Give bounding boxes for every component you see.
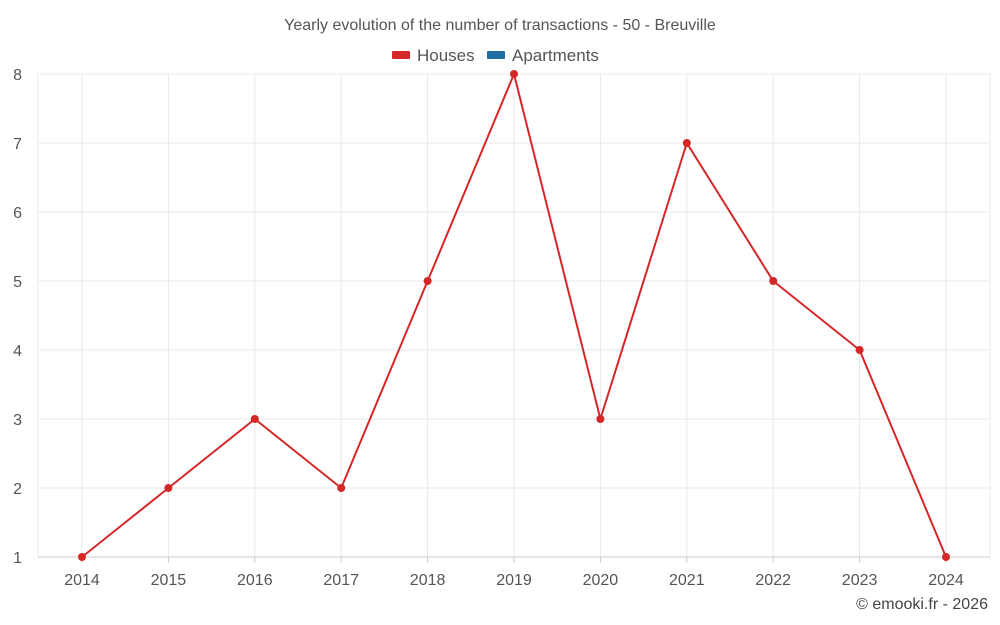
x-tick-label: 2024: [928, 572, 964, 589]
data-point-houses[interactable]: [78, 553, 86, 561]
plot-series: [78, 70, 950, 561]
x-axis-ticks: 2014 2015 2016 2017 2018 2019 2020 2021 2022 2023…: [64, 557, 964, 589]
x-tick-label: 2021: [669, 572, 705, 589]
chart-title: Yearly evolution of the number of transa…: [284, 17, 716, 34]
credit-text: © emooki.fr - 2026: [856, 596, 988, 613]
data-point-houses[interactable]: [164, 484, 173, 492]
y-tick-label: 2: [13, 481, 22, 498]
y-axis-ticks: 1 2 3 4 5 6 7 8: [13, 67, 22, 567]
y-tick-label: 4: [13, 343, 22, 360]
y-tick-label: 5: [13, 274, 22, 291]
data-point-houses[interactable]: [855, 346, 864, 354]
y-tick-label: 7: [13, 136, 22, 153]
y-tick-label: 3: [13, 412, 22, 429]
data-point-houses[interactable]: [942, 553, 950, 561]
y-tick-label: 6: [13, 205, 22, 222]
data-point-houses[interactable]: [423, 277, 432, 285]
data-point-houses[interactable]: [596, 415, 605, 423]
legend-item-apartments[interactable]: Apartments: [487, 46, 599, 65]
data-point-houses[interactable]: [250, 415, 259, 423]
x-tick-label: 2018: [410, 572, 446, 589]
y-tick-label: 8: [13, 67, 22, 84]
x-gridlines: [37, 74, 991, 557]
x-tick-label: 2014: [64, 572, 100, 589]
legend-swatch-apartments: [487, 51, 505, 59]
legend: Houses Apartments: [392, 46, 599, 65]
y-tick-label: 1: [13, 550, 22, 567]
x-tick-label: 2016: [237, 572, 273, 589]
legend-label-houses: Houses: [417, 46, 475, 65]
data-point-houses[interactable]: [337, 484, 346, 492]
data-point-houses[interactable]: [510, 70, 518, 78]
x-tick-label: 2023: [842, 572, 878, 589]
x-tick-label: 2015: [151, 572, 187, 589]
x-tick-label: 2022: [755, 572, 791, 589]
legend-swatch-houses: [392, 51, 410, 59]
data-point-houses[interactable]: [769, 277, 778, 285]
x-tick-label: 2019: [496, 572, 532, 589]
x-tick-label: 2017: [323, 572, 359, 589]
legend-item-houses[interactable]: Houses: [392, 46, 475, 65]
legend-label-apartments: Apartments: [512, 46, 599, 65]
data-point-houses[interactable]: [682, 139, 691, 147]
x-tick-label: 2020: [583, 572, 619, 589]
